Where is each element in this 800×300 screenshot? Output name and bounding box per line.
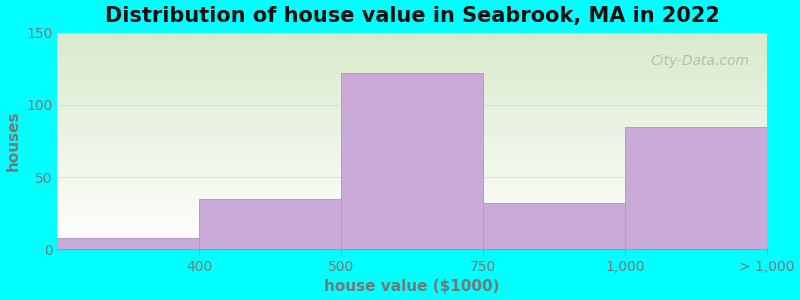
Bar — [58, 238, 199, 250]
Bar — [625, 127, 766, 250]
Title: Distribution of house value in Seabrook, MA in 2022: Distribution of house value in Seabrook,… — [105, 6, 719, 26]
Bar — [483, 203, 625, 250]
Y-axis label: houses: houses — [6, 111, 21, 171]
Bar — [199, 199, 341, 250]
Bar — [341, 73, 483, 250]
Text: City-Data.com: City-Data.com — [650, 54, 749, 68]
X-axis label: house value ($1000): house value ($1000) — [324, 279, 500, 294]
